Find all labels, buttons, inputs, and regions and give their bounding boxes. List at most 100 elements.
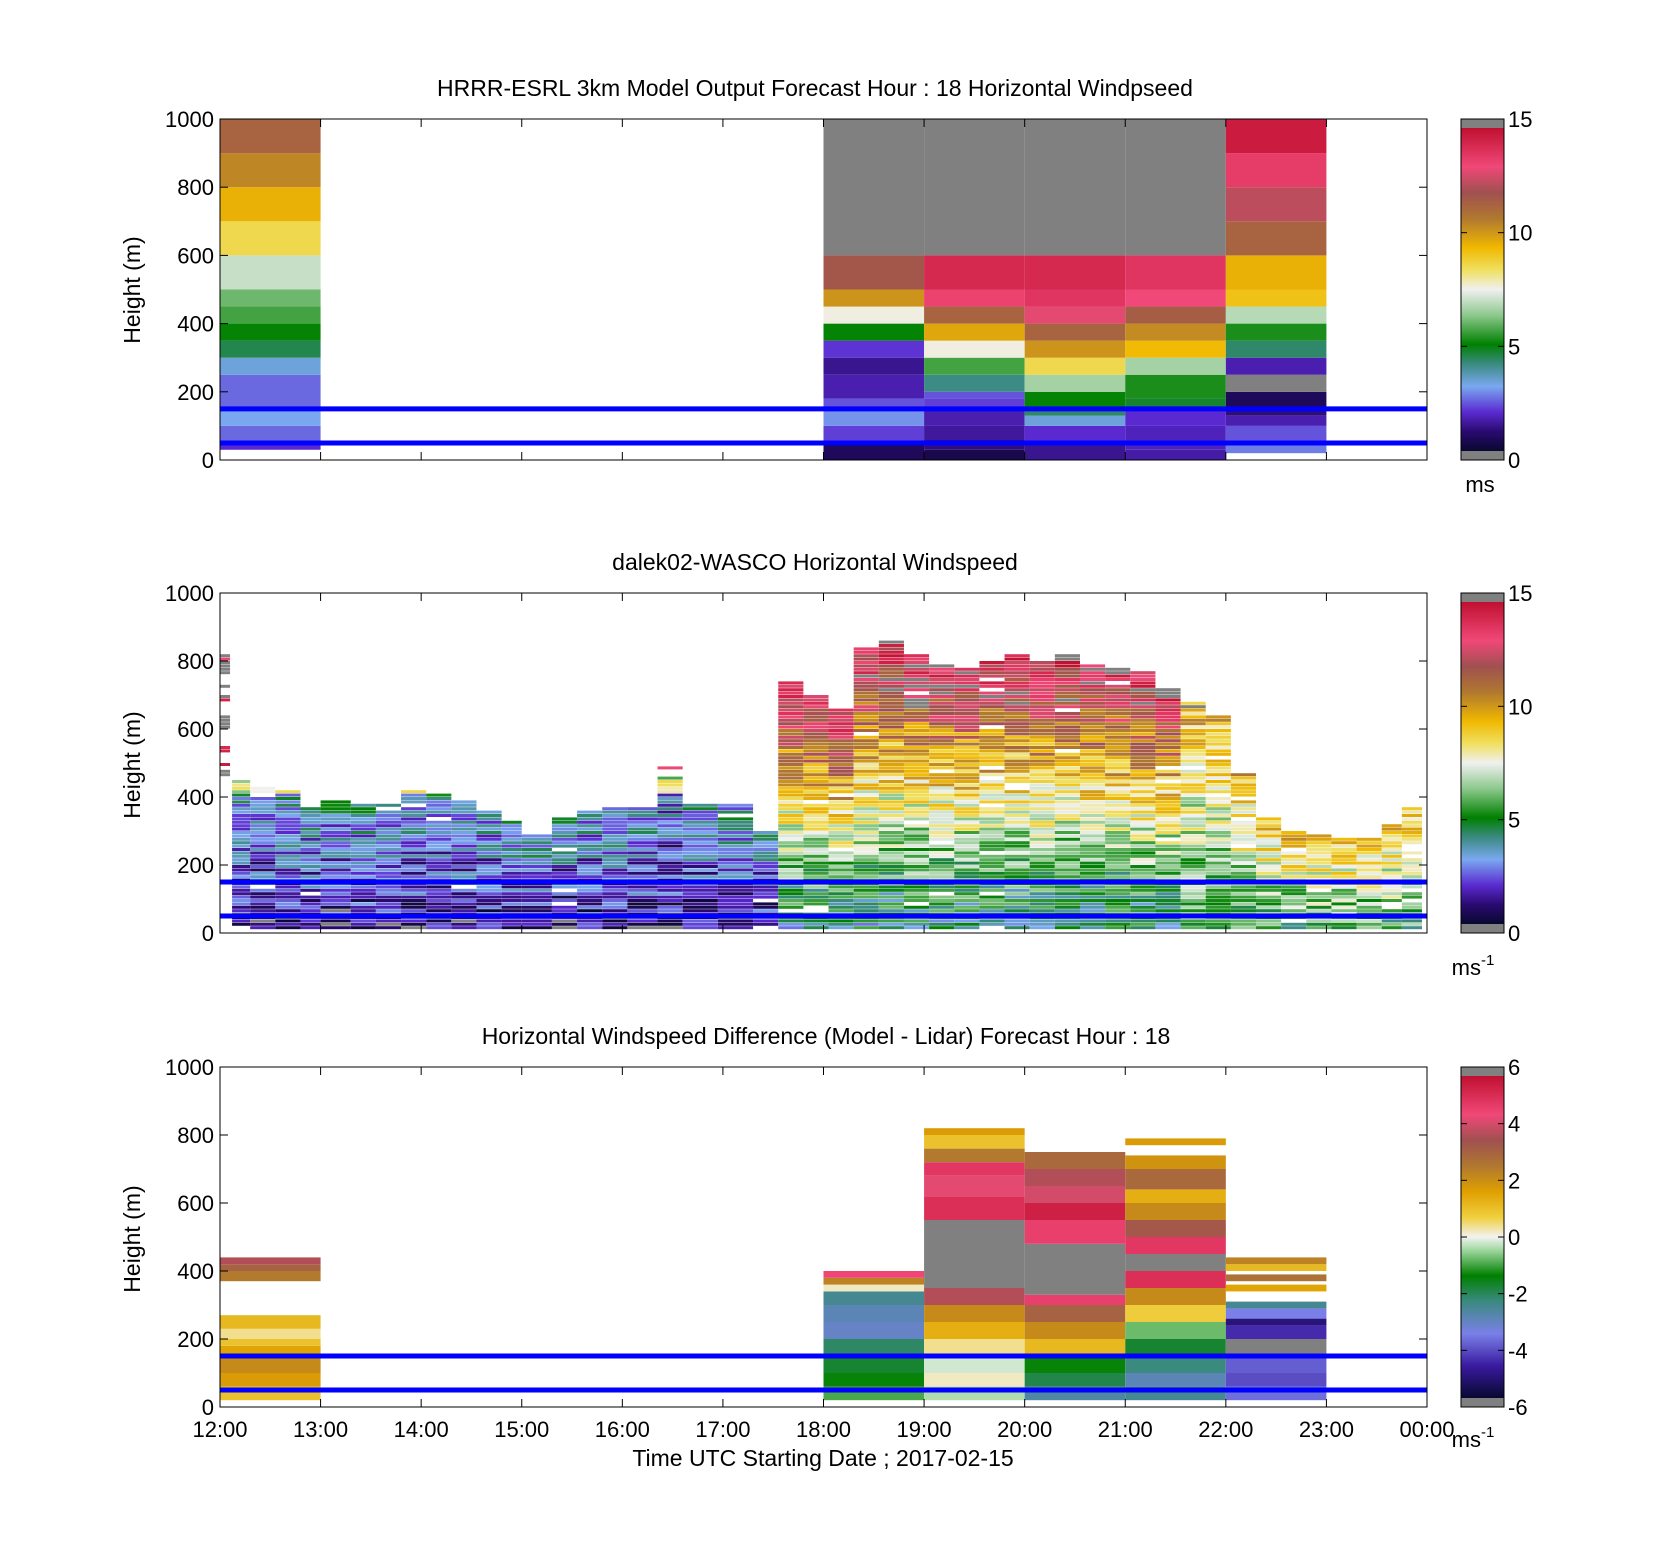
heatmap-cell: [1105, 708, 1131, 712]
heatmap-cell: [627, 892, 658, 896]
heatmap-cell: [803, 919, 829, 923]
heatmap-cell: [929, 875, 955, 879]
heatmap-cell: [979, 868, 1005, 872]
heatmap-cell: [979, 858, 1005, 862]
heatmap-cell: [878, 718, 904, 722]
heatmap-cell: [1205, 752, 1231, 756]
heatmap-cell: [375, 892, 402, 896]
heatmap-cell: [903, 715, 930, 719]
heatmap-cell: [929, 831, 955, 834]
heatmap-cell: [1105, 742, 1131, 746]
heatmap-cell: [753, 888, 779, 892]
heatmap-cell: [954, 688, 980, 692]
heatmap-cell: [1079, 892, 1106, 896]
heatmap-cell: [1125, 1373, 1226, 1387]
heatmap-cell: [1105, 888, 1131, 892]
heatmap-cell: [1180, 810, 1206, 814]
heatmap-cell: [275, 865, 301, 868]
heatmap-cell: [803, 885, 829, 889]
heatmap-cell: [1105, 817, 1131, 821]
heatmap-cell: [220, 1264, 321, 1271]
heatmap-cell: [803, 722, 829, 726]
heatmap-cell: [1079, 701, 1106, 705]
heatmap-cell: [1054, 834, 1080, 838]
heatmap-cell: [1356, 844, 1382, 848]
heatmap-cell: [828, 769, 854, 773]
heatmap-cell: [320, 885, 351, 889]
heatmap-cell: [1256, 926, 1282, 930]
heatmap-cell: [929, 752, 955, 756]
heatmap-cell: [275, 814, 301, 817]
heatmap-cell: [803, 858, 829, 862]
heatmap-cell: [577, 905, 603, 909]
heatmap-cell: [979, 817, 1005, 821]
heatmap-cell: [521, 848, 552, 851]
heatmap-cell: [1130, 858, 1156, 862]
heatmap-cell: [1004, 810, 1030, 814]
heatmap-cell: [828, 803, 854, 807]
heatmap-cell: [401, 861, 427, 865]
heatmap-cell: [1180, 861, 1206, 865]
heatmap-cell: [823, 323, 925, 341]
heatmap-cell: [954, 885, 980, 889]
heatmap-cell: [954, 814, 980, 817]
heatmap-cell: [1401, 865, 1422, 868]
heatmap-cell: [1125, 289, 1226, 307]
heatmap-cell: [1079, 732, 1106, 736]
heatmap-cell: [1105, 732, 1131, 736]
heatmap-cell: [451, 875, 477, 879]
heatmap-cell: [778, 722, 804, 726]
heatmap-cell: [979, 899, 1005, 902]
heatmap-cell: [1356, 902, 1382, 906]
heatmap-cell: [1024, 357, 1126, 375]
heatmap-cell: [320, 814, 351, 817]
heatmap-cell: [1024, 374, 1126, 392]
heatmap-cell: [1105, 722, 1131, 726]
heatmap-cell: [979, 827, 1005, 831]
heatmap-cell: [682, 841, 718, 845]
heatmap-cell: [853, 926, 879, 930]
heatmap-cell: [828, 807, 854, 811]
heatmap-cell: [1079, 800, 1106, 804]
heatmap-cell: [1079, 803, 1106, 807]
heatmap-cell: [903, 861, 930, 865]
heatmap-cell: [979, 837, 1005, 841]
colorbar-tick-label: 10: [1508, 694, 1532, 719]
heatmap-cell: [823, 1356, 925, 1373]
heatmap-cell: [778, 790, 804, 794]
heatmap-cell: [979, 834, 1005, 838]
heatmap-cell: [1306, 848, 1332, 851]
heatmap-cell: [878, 684, 904, 688]
heatmap-cell: [401, 848, 427, 851]
heatmap-cell: [1155, 875, 1181, 879]
heatmap-cell: [1230, 803, 1257, 807]
heatmap-cell: [476, 858, 502, 862]
heatmap-cell: [275, 888, 301, 892]
heatmap-cell: [551, 831, 578, 834]
heatmap-cell: [1105, 735, 1131, 739]
heatmap-cell: [1401, 895, 1422, 899]
heatmap-cell: [1029, 902, 1055, 906]
heatmap-cell: [1079, 858, 1106, 862]
heatmap-cell: [1004, 766, 1030, 770]
heatmap-cell: [954, 848, 980, 851]
heatmap-cell: [1356, 905, 1382, 909]
heatmap-cell: [878, 763, 904, 766]
heatmap-cell: [1230, 807, 1257, 811]
heatmap-cell: [878, 688, 904, 692]
heatmap-cell: [1079, 763, 1106, 766]
heatmap-cell: [451, 888, 477, 892]
heatmap-cell: [1105, 780, 1131, 783]
heatmap-cell: [1054, 810, 1080, 814]
heatmap-cell: [250, 810, 276, 814]
heatmap-cell: [627, 919, 658, 923]
colorbar-tick-label: 10: [1508, 221, 1532, 246]
heatmap-cell: [1130, 674, 1156, 678]
heatmap-cell: [954, 834, 980, 838]
heatmap-cell: [803, 718, 829, 722]
heatmap-cell: [1225, 408, 1327, 416]
heatmap-cell: [1256, 902, 1282, 906]
heatmap-cell: [1079, 667, 1106, 671]
heatmap-cell: [1356, 895, 1382, 899]
